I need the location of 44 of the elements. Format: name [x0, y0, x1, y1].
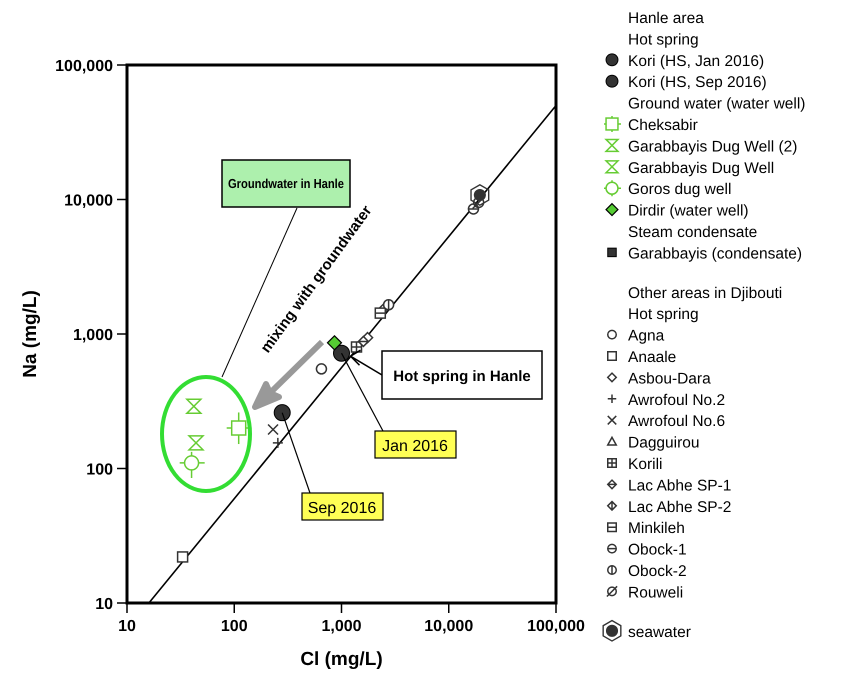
- legend-label: Minkileh: [628, 520, 685, 538]
- legend-label: Kori (HS, Sep 2016): [628, 74, 767, 92]
- text: Hot spring: [628, 31, 699, 48]
- annotation: Sep 2016: [308, 500, 376, 517]
- x-tick-label: 10,000: [424, 618, 474, 635]
- legend-label: Korili: [628, 456, 662, 473]
- y-axis-title: Na (mg/L): [20, 290, 41, 378]
- legend-label: Dirdir (water well): [628, 202, 749, 220]
- legend-label: Awrofoul No.2: [628, 392, 726, 409]
- legend-label: Rouweli: [628, 584, 684, 602]
- legend-label: seawater: [628, 624, 691, 641]
- y-tick-label: 10,000: [64, 192, 114, 210]
- legend-label: Agna: [628, 328, 665, 345]
- y-tick-label: 100,000: [55, 58, 114, 75]
- x-tick-label: 1,000: [321, 618, 362, 635]
- legend-label: Kori (HS, Jan 2016): [628, 52, 764, 70]
- text: Hot spring: [628, 306, 699, 324]
- x-tick-label: 10: [118, 618, 136, 635]
- annotation: Groundwater in Hanle: [228, 176, 364, 191]
- legend-label: Awrofoul No.6: [628, 413, 726, 430]
- legend-label: Dagguirou: [628, 434, 700, 452]
- legend-label: Obock-2: [628, 563, 687, 580]
- x-tick-label: 100: [220, 618, 248, 635]
- y-tick-label: 100: [86, 462, 114, 478]
- legend-label: Cheksabir: [628, 117, 698, 134]
- annotation: Jan 2016: [382, 438, 448, 455]
- y-tick-label: 10: [95, 596, 114, 613]
- legend-label: Lac Abhe SP-2: [628, 498, 732, 516]
- y-tick-label: 1,000: [72, 327, 114, 344]
- text: Ground water (water well): [628, 96, 806, 113]
- legend-label: Goros dug well: [628, 181, 732, 198]
- legend-label: Lac Abhe SP-1: [628, 477, 732, 494]
- legend-label: Garabbayis (condensate): [628, 245, 802, 262]
- legend-label: Garabbayis Dug Well (2): [628, 138, 798, 156]
- x-tick-label: 100,000: [527, 618, 586, 635]
- legend-label: Anaale: [628, 349, 676, 366]
- legend-label: Obock-1: [628, 542, 687, 559]
- annotation: Hot spring in Hanle: [393, 368, 531, 385]
- text: Steam condensate: [628, 224, 758, 241]
- x-axis-title: Cl (mg/L): [300, 649, 383, 670]
- legend-label: Asbou-Dara: [628, 370, 712, 388]
- text: Hanle area: [628, 10, 704, 27]
- text: Other areas in Djibouti: [628, 284, 782, 302]
- legend-label: Garabbayis Dug Well: [628, 160, 774, 177]
